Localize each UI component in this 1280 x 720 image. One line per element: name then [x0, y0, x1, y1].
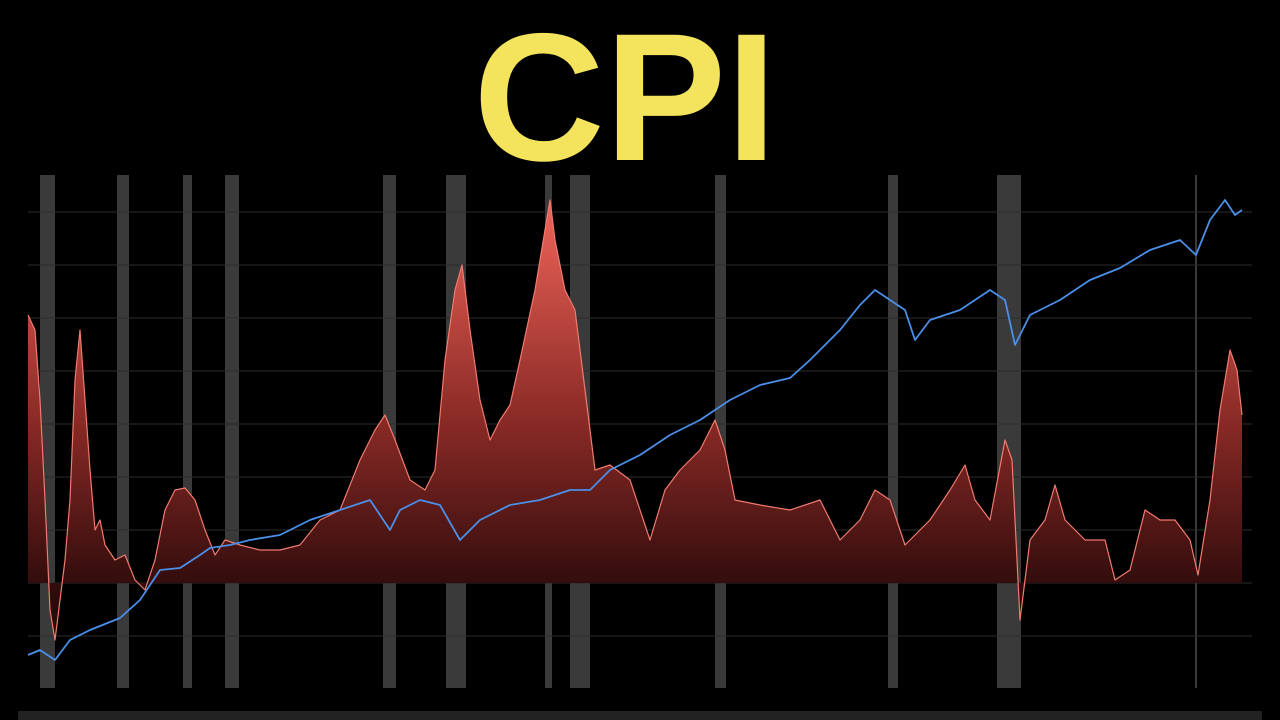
bottom-bar	[18, 711, 1262, 720]
recession-band	[225, 175, 239, 688]
recession-band	[715, 175, 726, 688]
recession-band	[183, 175, 192, 688]
area-outline	[27, 199, 1243, 641]
recession-band	[888, 175, 898, 688]
line	[27, 199, 1243, 661]
area-fill	[28, 200, 1242, 640]
recession-band	[997, 175, 1021, 688]
chart-title: CPI	[473, 0, 776, 199]
recession-band	[1195, 175, 1197, 688]
